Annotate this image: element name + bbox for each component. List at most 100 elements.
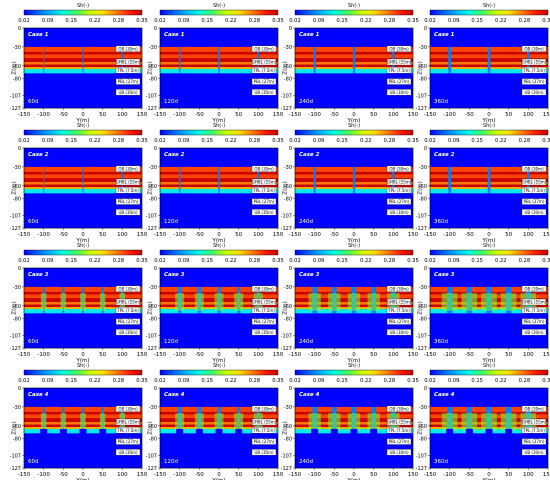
panel-1-4: Sh(-) 0.02 0.09 0.15 0.22 0.28 0.35 OB (30m) GHB… [416,3,550,124]
y-tick-label: -30 [284,45,292,51]
y-axis-label: Z(m) [148,181,154,194]
x-tick-label: -150 [424,112,437,118]
colorbar-title: Sh(-) [77,363,89,369]
colorbar-tick-label: 0.28 [113,18,125,24]
x-tick-label: 50 [505,112,512,118]
colorbar-tick-label: 0.09 [313,138,325,144]
colorbar-tick-label: 0.15 [201,138,213,144]
colorbar-tick-label: 0.22 [360,138,372,144]
case-label: Case 4 [299,392,320,398]
layer-label-box [386,298,412,306]
well-bottom [254,428,262,439]
layer-label-box [115,178,141,186]
x-tick-label: 50 [505,232,512,238]
x-tick-label: 100 [117,352,128,358]
colorbar-tick-label: 0.35 [542,378,550,384]
well-halo [461,413,478,431]
layer-label-box [251,58,277,66]
colorbar [294,129,414,136]
x-tick-label: -150 [18,232,31,238]
well-bottom [370,428,378,439]
colorbar-tick-label: 0.35 [542,138,550,144]
colorbar-title: Sh(-) [483,123,495,129]
well-halo [80,413,86,431]
panel-4-4: Sh(-) 0.02 0.09 0.15 0.22 0.28 0.35 OB (30m) GHB… [416,363,550,480]
well-halo [194,413,204,431]
x-tick-label: 50 [99,472,106,478]
colorbar-tick-label: 0.35 [136,138,148,144]
layer-label-box [251,318,277,325]
y-axis-label: Z(m) [418,181,424,194]
x-tick-label: 50 [235,232,242,238]
layer-label-box [521,285,547,292]
layer-label-box [521,307,547,314]
x-tick-label: 100 [388,352,399,358]
layer-label-box [115,58,141,66]
layer-label: TPL (7.5m) [252,68,275,73]
colorbar-tick-label: 0.09 [448,258,460,264]
layer-label-box [115,45,141,52]
colorbar-tick-label: 0.35 [136,378,148,384]
colorbar [159,369,279,376]
x-tick-label: 50 [99,232,106,238]
y-tick-label: -127 [416,466,427,472]
x-axis-label: Y(m) [75,478,89,480]
colorbar-tick-label: 0.09 [178,138,190,144]
layer-label-box [251,427,277,434]
x-tick-label: 0 [217,232,221,238]
y-tick-label: -80 [13,436,21,442]
x-tick-label: -50 [59,472,68,478]
time-label: 120d [164,339,178,345]
y-tick-label: -107 [146,213,157,219]
sh-layer [24,28,142,48]
y-tick-label: -127 [281,106,292,112]
colorbar-tick-label: 0.28 [384,258,396,264]
well-bottom [505,428,513,439]
y-tick-label: -127 [10,226,21,232]
layer-label: UB (30m) [524,330,543,335]
y-tick-label: -30 [284,405,292,411]
y-tick-label: -80 [284,76,292,82]
x-tick-label: 100 [253,232,264,238]
layer-label: OB (30m) [389,286,409,291]
x-tick-label: -100 [308,352,321,358]
layer-label: OB (30m) [118,46,138,51]
well-halo [347,413,361,431]
sh-layer [160,388,278,408]
layer-label: OB (30m) [254,166,274,171]
colorbar-tick-label: 0.22 [360,258,372,264]
panel-4-2: Sh(-) 0.02 0.09 0.15 0.22 0.28 0.35 OB (30m) GHB… [146,363,284,480]
case-label: Case 2 [299,152,320,158]
x-tick-label: 0 [352,472,356,478]
well-halo [40,293,47,311]
colorbar-tick-label: 0.15 [65,258,77,264]
colorbar [429,249,549,256]
y-tick-label: 0 [424,386,427,392]
y-tick-label: -60 [149,184,157,190]
well-depletion [352,46,356,74]
well-bottom [195,428,203,439]
x-tick-label: -50 [465,112,474,118]
well-bottom [118,428,126,439]
x-axis-label: Y(m) [481,478,495,480]
colorbar-tick-label: 0.28 [519,258,531,264]
colorbar-tick-label: 0.02 [289,258,301,264]
colorbar-tick-label: 0.35 [407,18,419,24]
colorbar [429,9,549,16]
panel-3-3: Sh(-) 0.02 0.09 0.15 0.22 0.28 0.35 OB (30m) GHB… [281,243,419,364]
layer-label: GHBL (55m) [522,60,547,65]
y-tick-label: -30 [284,285,292,291]
y-axis-label: Z(m) [148,301,154,314]
y-tick-label: -60 [419,304,427,310]
layer-label-box [251,209,277,216]
y-tick-label: -80 [419,196,427,202]
colorbar-tick-label: 0.28 [384,138,396,144]
colorbar-tick-label: 0.28 [113,138,125,144]
layer-label-box [521,45,547,52]
colorbar [294,9,414,16]
colorbar-tick-label: 0.15 [471,18,483,24]
well-halo [441,293,458,311]
panel-4-3: Sh(-) 0.02 0.09 0.15 0.22 0.28 0.35 OB (30m) GHB… [281,363,419,480]
layer-label-box [251,307,277,314]
y-tick-label: -107 [10,93,21,99]
